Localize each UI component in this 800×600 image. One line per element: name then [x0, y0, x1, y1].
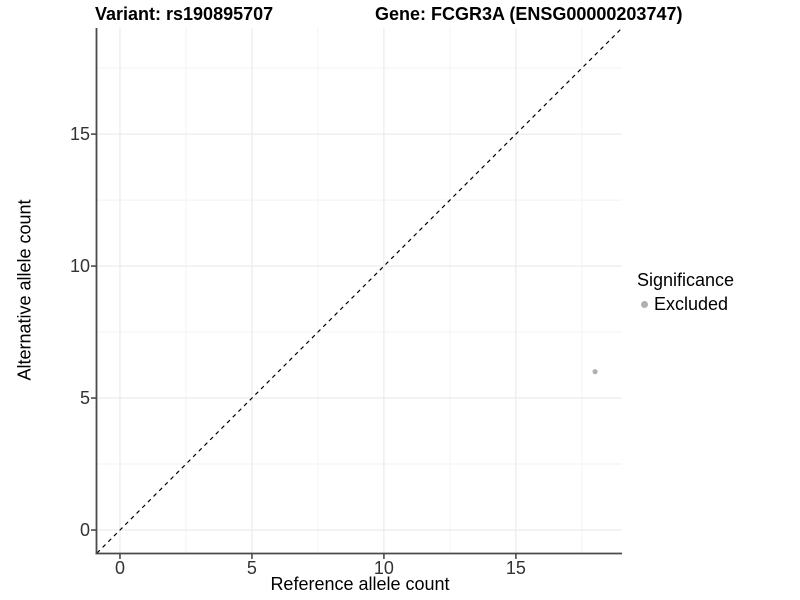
- legend-item-label: Excluded: [654, 294, 729, 314]
- excluded-point-swatch-icon: [641, 301, 648, 308]
- legend: Significance Excluded: [637, 270, 734, 315]
- variant-title: Variant: rs190895707: [95, 4, 274, 24]
- y-tick-label: 5: [79, 388, 90, 409]
- data-point: [592, 369, 598, 375]
- x-tick-label: 5: [246, 558, 257, 578]
- x-axis-title: Reference allele count: [270, 574, 450, 594]
- y-axis-title: Alternative allele count: [14, 199, 35, 381]
- x-tick-label: 10: [373, 558, 394, 578]
- legend-item-excluded: Excluded: [637, 294, 734, 315]
- y-tick-label: 15: [69, 124, 90, 145]
- gene-title: Gene: FCGR3A (ENSG00000203747): [375, 4, 683, 24]
- y-tick-label: 0: [79, 520, 90, 541]
- y-tick-label: 10: [69, 256, 90, 277]
- legend-title: Significance: [637, 270, 735, 290]
- x-tick-label: 0: [114, 558, 125, 578]
- identity-dashed-line: [96, 27, 623, 554]
- x-tick-label: 15: [505, 558, 526, 578]
